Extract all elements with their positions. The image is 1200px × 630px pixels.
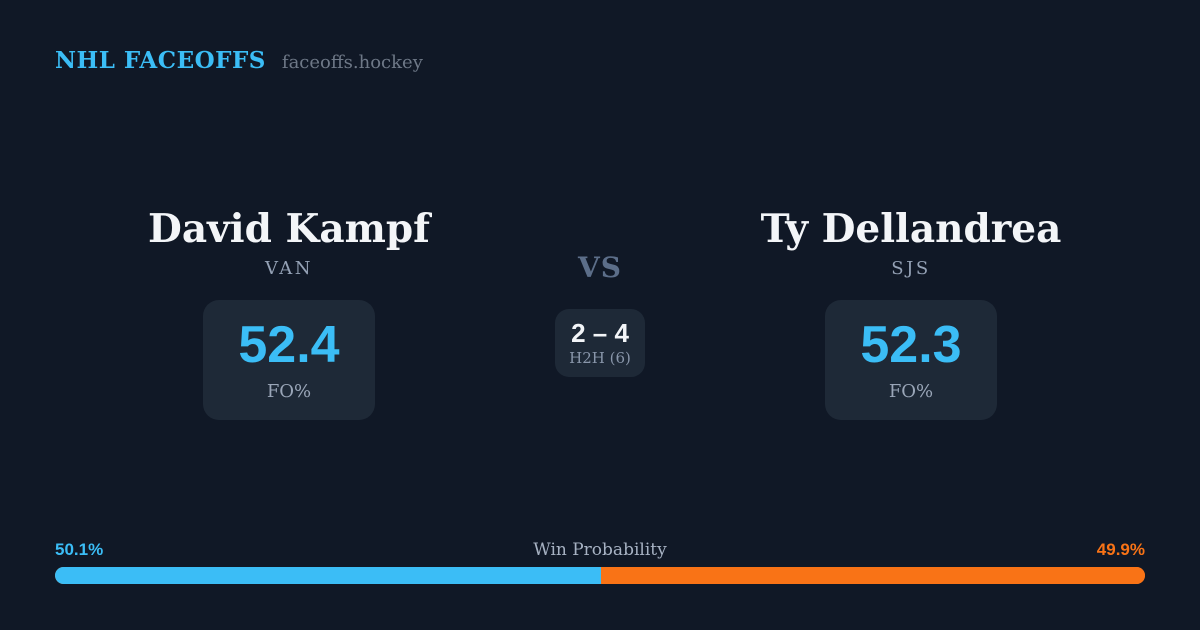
player-team-left: VAN <box>264 258 314 279</box>
h2h-box: 2 – 4 H2H (6) <box>555 309 645 377</box>
win-prob-title: Win Probability <box>533 540 667 560</box>
vs-label: VS <box>578 251 622 284</box>
site-url: faceoffs.hockey <box>281 52 423 73</box>
stat-label-right: FO% <box>888 380 934 402</box>
win-prob-left-value: 50.1% <box>55 540 104 559</box>
brand-title: NHL FACEOFFS <box>55 47 266 74</box>
win-probability-bar <box>55 567 1145 584</box>
win-prob-bar-segment-left <box>55 567 602 584</box>
player-panel-left: David Kampf VAN 52.4 FO% <box>99 206 479 420</box>
stat-value-right: 52.3 <box>860 315 962 374</box>
header: NHL FACEOFFS faceoffs.hockey <box>55 47 423 74</box>
stat-label-left: FO% <box>266 380 312 402</box>
player-team-right: SJS <box>891 258 931 279</box>
win-prob-bar-segment-right <box>601 567 1145 584</box>
stat-card-left: 52.4 FO% <box>203 300 375 420</box>
player-name-left: David Kampf <box>148 206 430 252</box>
h2h-score: 2 – 4 <box>571 318 629 348</box>
stat-value-left: 52.4 <box>238 315 340 374</box>
win-probability-labels: 50.1% Win Probability 49.9% <box>55 540 1145 564</box>
h2h-label: H2H (6) <box>569 349 631 367</box>
stat-card-right: 52.3 FO% <box>825 300 997 420</box>
win-prob-right-value: 49.9% <box>1096 540 1145 559</box>
player-name-right: Ty Dellandrea <box>760 206 1062 252</box>
player-panel-right: Ty Dellandrea SJS 52.3 FO% <box>721 206 1101 420</box>
vs-panel: VS 2 – 4 H2H (6) <box>500 252 700 377</box>
